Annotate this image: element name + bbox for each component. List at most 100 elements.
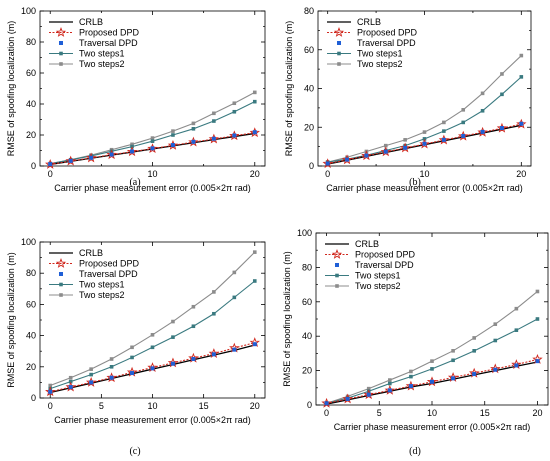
y-tick-label: 20 xyxy=(26,362,36,372)
legend-swatch-marker xyxy=(335,273,339,278)
data-point xyxy=(150,146,155,151)
data-point xyxy=(167,139,179,150)
y-tick-label: 20 xyxy=(302,366,312,376)
x-tick-label: 5 xyxy=(99,401,104,411)
data-point xyxy=(252,99,257,104)
legend-item: Proposed DPD xyxy=(325,249,416,260)
legend-label: Two steps2 xyxy=(79,59,125,69)
data-point xyxy=(150,333,155,337)
y-axis-label: RMSE of spoofing localization (m) xyxy=(6,252,16,388)
y-axis-label: RMSE of spoofing localization (m) xyxy=(282,251,292,387)
data-point xyxy=(442,129,446,133)
series-two-steps1 xyxy=(48,99,257,166)
data-point xyxy=(324,401,329,406)
data-point xyxy=(211,136,216,141)
data-point xyxy=(535,359,540,364)
legend-item: CRLB xyxy=(325,239,379,249)
data-point xyxy=(366,392,371,397)
data-point xyxy=(383,143,388,148)
series-two-steps2 xyxy=(48,90,257,166)
legend-label: Two steps1 xyxy=(355,271,401,281)
x-tick-label: 10 xyxy=(427,408,437,418)
data-point xyxy=(472,349,476,353)
legend-label: Traversal DPD xyxy=(79,38,138,48)
y-tick-label: 60 xyxy=(26,299,36,309)
legend-label: Traversal DPD xyxy=(79,269,138,279)
data-point xyxy=(150,139,155,143)
legend-item: Two steps2 xyxy=(49,59,125,69)
data-point xyxy=(252,342,257,347)
data-point xyxy=(430,359,434,363)
legend-label: Proposed DPD xyxy=(355,250,416,260)
data-point xyxy=(480,108,485,113)
data-point xyxy=(252,279,257,283)
data-point xyxy=(130,371,135,376)
panel-caption: (d) xyxy=(409,446,421,457)
data-point xyxy=(461,120,466,125)
series-line xyxy=(326,291,538,404)
legend-item: CRLB xyxy=(49,17,103,27)
y-tick-label: 100 xyxy=(297,228,312,238)
legend-item: Proposed DPD xyxy=(49,27,140,38)
data-point xyxy=(480,129,485,134)
data-point xyxy=(499,126,504,131)
legend-swatch-marker xyxy=(59,62,63,66)
y-tick-label: 100 xyxy=(21,6,36,16)
data-point xyxy=(451,349,455,353)
x-tick-label: 5 xyxy=(377,408,382,418)
y-tick-label: 40 xyxy=(302,331,312,341)
data-point xyxy=(519,53,524,58)
data-point xyxy=(345,155,349,160)
x-tick-label: 20 xyxy=(250,169,260,179)
data-point xyxy=(493,322,498,326)
data-point xyxy=(387,388,392,393)
data-point xyxy=(430,367,434,371)
data-point xyxy=(191,304,196,309)
legend-swatch-marker xyxy=(59,293,63,297)
y-tick-label: 60 xyxy=(26,68,36,78)
data-point xyxy=(519,121,524,126)
data-point xyxy=(480,91,485,96)
series-two-steps1 xyxy=(325,75,524,164)
x-tick-label: 0 xyxy=(48,401,53,411)
data-point xyxy=(48,383,53,388)
data-point xyxy=(403,143,407,148)
data-point xyxy=(232,270,237,275)
y-axis-label: RMSE of spoofing localization (m) xyxy=(284,21,294,157)
y-tick-label: 0 xyxy=(31,393,36,403)
y-tick-label: 40 xyxy=(26,331,36,341)
data-point xyxy=(493,338,498,343)
y-tick-label: 60 xyxy=(304,45,314,55)
series-traversal-dpd xyxy=(48,130,257,167)
series-traversal-dpd xyxy=(324,359,540,406)
data-point xyxy=(191,127,196,131)
data-point xyxy=(514,328,519,332)
x-axis-label: Carrier phase measurement error (0.005×2… xyxy=(334,422,531,432)
data-point xyxy=(408,384,413,389)
data-point xyxy=(109,365,114,369)
series-line xyxy=(50,101,256,165)
x-tick-label: 20 xyxy=(532,408,542,418)
series-traversal-dpd xyxy=(325,121,524,166)
legend-label: Two steps1 xyxy=(79,49,125,59)
data-point xyxy=(130,142,134,147)
chart-panel-a: 0 20 40 60 80 100 0 10 20 Carrier phase measureme… xyxy=(6,6,266,193)
data-point xyxy=(419,138,430,149)
data-point xyxy=(442,120,446,125)
y-tick-label: 80 xyxy=(304,6,314,16)
data-point xyxy=(89,155,94,160)
y-tick-label: 80 xyxy=(26,37,36,47)
data-point xyxy=(388,378,392,382)
data-point xyxy=(147,143,158,154)
data-point xyxy=(208,133,220,144)
data-point xyxy=(212,111,216,116)
data-point xyxy=(126,146,138,157)
data-point xyxy=(451,358,455,363)
data-point xyxy=(461,108,466,112)
data-point xyxy=(211,352,216,357)
data-point xyxy=(519,75,524,79)
data-point xyxy=(232,133,237,138)
series-line xyxy=(327,76,522,163)
